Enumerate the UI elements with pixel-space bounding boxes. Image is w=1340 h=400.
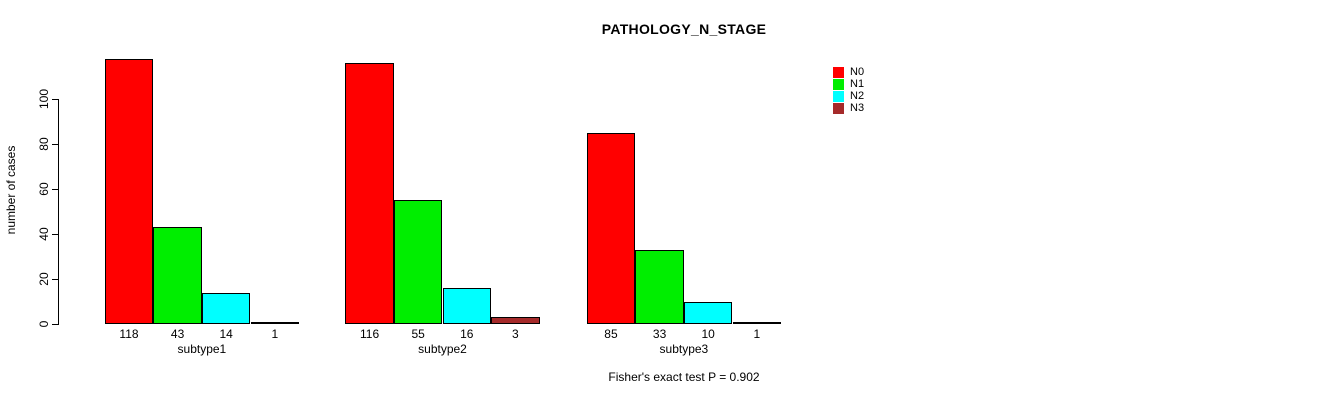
y-axis-tick <box>52 143 58 145</box>
y-axis-tick <box>52 188 58 190</box>
x-category-label: subtype3 <box>659 342 709 356</box>
bar-value-label: 1 <box>271 327 279 341</box>
bar-n2-subtype3 <box>683 301 733 324</box>
bar-n3-subtype2 <box>491 317 540 324</box>
bar-n2-subtype1 <box>201 292 251 324</box>
legend-item-n0: N0 <box>833 66 864 78</box>
bar-n1-subtype2 <box>393 200 443 324</box>
y-tick-label: 0 <box>37 320 51 328</box>
y-tick-label: 60 <box>37 182 51 196</box>
bar-n1-subtype3 <box>635 249 684 324</box>
bar-value-label: 33 <box>652 327 667 341</box>
y-tick-label: 20 <box>37 272 51 286</box>
y-axis-tick <box>52 278 58 280</box>
legend-swatch-n3 <box>833 102 844 114</box>
bar-n0-subtype3 <box>586 132 636 324</box>
legend: N0 N1 N2 N3 <box>833 66 864 114</box>
legend-item-n3: N3 <box>833 102 864 114</box>
legend-label: N3 <box>850 101 865 114</box>
bar-n0-subtype2 <box>345 63 394 324</box>
bar-n0-subtype1 <box>104 58 154 324</box>
legend-label: N2 <box>850 89 865 102</box>
bar-n1-subtype1 <box>153 227 202 324</box>
legend-swatch-n0 <box>833 66 844 78</box>
y-tick-label: 40 <box>37 227 51 241</box>
y-tick-label: 100 <box>37 88 51 110</box>
legend-swatch-n1 <box>833 78 844 90</box>
x-category-label: subtype2 <box>418 342 467 356</box>
bar-value-label: 55 <box>411 327 425 341</box>
fisher-test-annotation: Fisher's exact test P = 0.902 <box>608 370 760 384</box>
bar-value-label: 118 <box>119 327 139 341</box>
y-axis-line <box>58 99 59 325</box>
bar-n3-subtype3 <box>732 321 782 324</box>
bar-n2-subtype2 <box>442 288 492 324</box>
y-axis-tick <box>52 233 58 235</box>
legend-label: N1 <box>850 77 865 90</box>
bar-value-label: 1 <box>753 327 761 341</box>
chart-title: PATHOLOGY_N_STAGE <box>601 21 767 37</box>
bar-value-label: 116 <box>360 327 380 341</box>
bar-value-label: 14 <box>219 327 233 341</box>
y-axis-tick <box>52 323 58 325</box>
x-category-label: subtype1 <box>177 342 227 356</box>
legend-item-n2: N2 <box>833 90 864 102</box>
y-tick-label: 80 <box>37 137 51 151</box>
bar-value-label: 85 <box>604 327 618 341</box>
bar-value-label: 43 <box>170 327 185 341</box>
legend-item-n1: N1 <box>833 78 864 90</box>
bar-value-label: 16 <box>460 327 474 341</box>
bar-n3-subtype1 <box>250 321 300 324</box>
y-axis-title: number of cases <box>4 145 18 235</box>
bar-value-label: 3 <box>512 327 519 341</box>
bar-value-label: 10 <box>701 327 715 341</box>
legend-label: N0 <box>850 65 865 78</box>
legend-swatch-n2 <box>833 90 844 102</box>
y-axis-tick <box>52 98 58 100</box>
